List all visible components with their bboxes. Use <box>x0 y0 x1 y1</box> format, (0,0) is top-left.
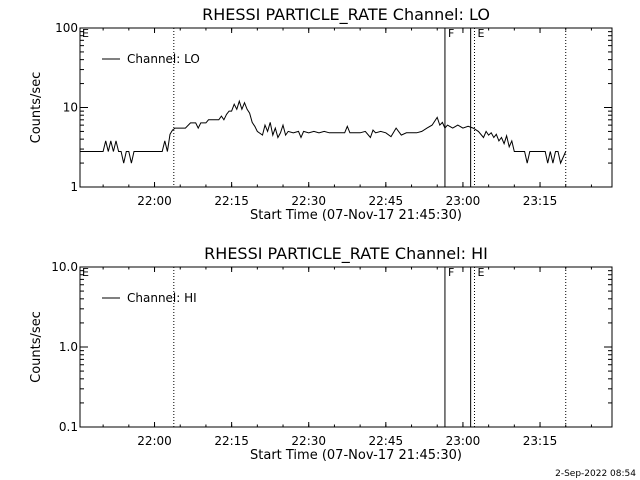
event-marker-label: E <box>478 27 485 40</box>
y-axis-label: Counts/sec <box>29 72 44 144</box>
x-tick-label: 22:30 <box>291 194 326 208</box>
x-tick-label: 22:45 <box>369 434 404 448</box>
data-series-line <box>80 99 567 165</box>
event-marker-label: F <box>448 27 454 40</box>
y-axis-label: Counts/sec <box>29 311 44 383</box>
x-tick-label: 23:00 <box>446 194 481 208</box>
x-tick-label: 23:15 <box>523 434 558 448</box>
chart-panel-2: RHESSI PARTICLE_RATE Channel: HI 22:00 22:… <box>29 244 613 463</box>
event-marker-label: F <box>448 266 454 279</box>
x-tick-label: 22:00 <box>137 194 172 208</box>
x-tick-label: 22:30 <box>291 434 326 448</box>
y-tick-label: 10.0 <box>51 260 78 274</box>
x-tick-label: 23:15 <box>523 194 558 208</box>
x-tick-label: 22:45 <box>369 194 404 208</box>
y-tick-label: 100 <box>55 21 78 35</box>
footer-timestamp: 2-Sep-2022 08:54 <box>555 469 636 479</box>
y-tick-label: 1 <box>70 180 78 194</box>
x-tick-label: 22:15 <box>214 194 249 208</box>
edge-marker-label: E <box>82 27 89 40</box>
x-axis-label: Start Time (07-Nov-17 21:45:30) <box>250 208 462 223</box>
y-tick-label: 1.0 <box>59 340 78 354</box>
chart-title: RHESSI PARTICLE_RATE Channel: LO <box>202 5 490 25</box>
y-tick-label: 10 <box>63 101 78 115</box>
x-axis-label: Start Time (07-Nov-17 21:45:30) <box>250 448 462 463</box>
legend-label: Channel: LO <box>127 52 200 66</box>
x-tick-label: 23:00 <box>446 434 481 448</box>
chart-panel-1: RHESSI PARTICLE_RATE Channel: LO 22:00 22:… <box>29 5 613 223</box>
x-tick-label: 22:15 <box>214 434 249 448</box>
legend-label: Channel: HI <box>127 291 197 305</box>
y-tick-label: 0.1 <box>59 420 78 434</box>
edge-marker-label: E <box>82 266 89 279</box>
event-marker-label: E <box>478 266 485 279</box>
chart-title: RHESSI PARTICLE_RATE Channel: HI <box>204 244 488 264</box>
x-tick-label: 22:00 <box>137 434 172 448</box>
